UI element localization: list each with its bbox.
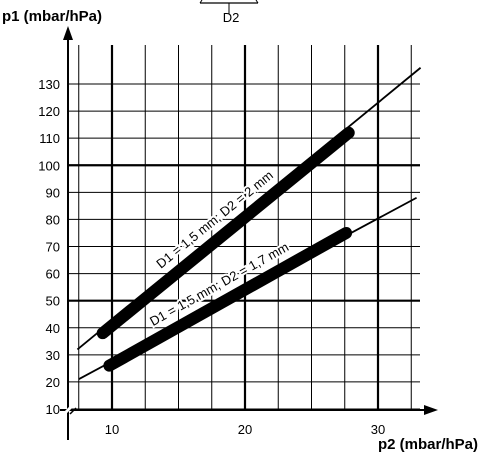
y-tick-label: 130 [38,77,60,92]
y-axis-title: p1 (mbar/hPa) [2,8,102,25]
series-range-2 [103,226,353,372]
tick-labels: 10 20 30 40 50 60 70 80 90 100 110 120 130 10 20 30 [38,77,385,437]
x-tick-label: 30 [371,422,385,437]
axis-break-mark [60,402,76,418]
y-tick-label: 60 [46,267,60,282]
y-tick-label: 120 [38,104,60,119]
x-tick-label: 20 [238,422,252,437]
y-tick-label: 110 [39,131,60,146]
axes [60,26,438,440]
x-axis-arrow [424,405,438,415]
y-tick-label: 10 [46,402,60,417]
fragment-right-leg [255,0,259,4]
y-tick-label: 90 [46,185,60,200]
fragment-left-leg [199,0,203,4]
y-tick-label: 70 [46,240,60,255]
x-axis-title: p2 (mbar/hPa) [378,436,478,453]
major-grid [68,45,420,410]
y-tick-label: 100 [38,158,60,173]
top-diagram-fragment: D2 [199,0,259,25]
y-tick-label: 80 [46,212,60,227]
fragment-label: D2 [223,10,240,25]
axis-break-mark [69,407,77,415]
y-tick-label: 30 [46,348,60,363]
y-tick-label: 50 [46,294,60,309]
y-axis-arrow [63,26,73,40]
y-tick-label: 40 [46,321,60,336]
series-range-1 [96,126,355,340]
x-tick-label: 10 [105,422,119,437]
series-group [76,67,422,381]
y-tick-label: 20 [46,375,60,390]
